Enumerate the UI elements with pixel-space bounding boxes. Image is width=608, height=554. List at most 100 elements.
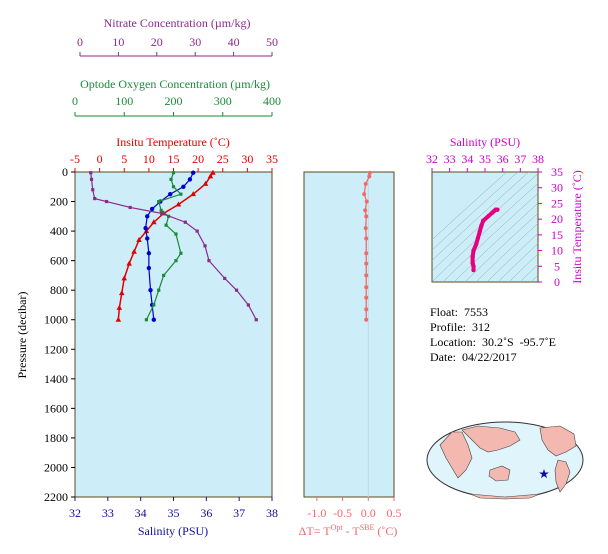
pressure-axis-tick-label: 1400 bbox=[44, 372, 68, 386]
salinity-point bbox=[149, 206, 155, 212]
nitrate-point bbox=[234, 288, 239, 292]
salinity-axis-tick-label: 33 bbox=[102, 506, 114, 520]
ts-temperature-tick-label: 35 bbox=[551, 165, 563, 179]
delta-t-series-line bbox=[363, 172, 371, 320]
oxygen-axis-label: Optode Oxygen Concentration (µm/kg) bbox=[80, 77, 270, 91]
delta-t-point bbox=[364, 307, 369, 312]
nitrate-point bbox=[89, 177, 94, 181]
ts-density-contour bbox=[475, 222, 538, 282]
optode-point bbox=[179, 192, 183, 196]
oxygen-axis-tick-label: 0 bbox=[72, 94, 78, 108]
ts-temperature-tick-label: 25 bbox=[551, 196, 563, 210]
nitrate-point bbox=[89, 171, 93, 175]
optode-point bbox=[169, 177, 173, 181]
optode-point bbox=[159, 208, 163, 213]
pressure-axis-tick-label: 600 bbox=[50, 254, 68, 268]
delta-t-point bbox=[364, 251, 369, 256]
salinity-axis-tick-label: 37 bbox=[233, 506, 245, 520]
salinity-axis-tick-label: 36 bbox=[200, 506, 212, 520]
salinity-point bbox=[145, 214, 150, 219]
insitu-point bbox=[121, 275, 128, 281]
salinity-point bbox=[148, 287, 153, 293]
nitrate-axis-tick-label: 20 bbox=[151, 35, 163, 49]
insitu-point bbox=[207, 173, 214, 179]
temperature-axis-tick-label: -5 bbox=[70, 152, 80, 166]
salinity-point bbox=[143, 225, 148, 231]
insitu-point bbox=[151, 219, 157, 225]
optode-point bbox=[171, 171, 176, 175]
ts-point bbox=[473, 242, 479, 247]
salinity-point bbox=[187, 177, 193, 182]
ts-temperature-tick-label: 30 bbox=[551, 181, 563, 195]
nitrate-point bbox=[91, 188, 95, 192]
salinity-axis-tick-label: 34 bbox=[135, 506, 147, 520]
temperature-axis-tick-label: 25 bbox=[217, 152, 229, 166]
pressure-axis-tick-label: 400 bbox=[50, 224, 68, 238]
temperature-axis-label: Insitu Temperature (˚C) bbox=[116, 135, 230, 149]
temperature-axis-tick-label: 20 bbox=[192, 152, 204, 166]
salinity-point bbox=[146, 265, 152, 271]
ts-plot-panel bbox=[431, 171, 539, 283]
ts-point bbox=[470, 260, 475, 266]
salinity-point bbox=[145, 236, 150, 241]
pressure-axis-tick-label: 1200 bbox=[44, 342, 68, 356]
delta-t-point bbox=[364, 261, 369, 266]
ts-salinity-tick-label: 36 bbox=[497, 152, 509, 166]
oxygen-axis: Optode Oxygen Concentration (µm/kg) 0 100… bbox=[72, 77, 281, 117]
salinity-series-line bbox=[144, 172, 194, 320]
salinity-point bbox=[146, 251, 152, 256]
delta-t-axis-tick-label: 0.0 bbox=[361, 506, 376, 520]
pressure-axis-tick-label: 200 bbox=[50, 195, 68, 209]
ts-temperature-tick-label: 5 bbox=[554, 259, 560, 273]
pressure-axis-tick-label: 1600 bbox=[44, 401, 68, 415]
optode-point bbox=[174, 259, 178, 263]
ts-point bbox=[481, 218, 486, 223]
optode-point bbox=[144, 318, 149, 322]
ts-salinity-tick-label: 34 bbox=[461, 152, 473, 166]
nitrate-axis-tick-label: 50 bbox=[266, 35, 278, 49]
pressure-axis-tick-label: 1800 bbox=[44, 431, 68, 445]
optode-point bbox=[174, 232, 178, 236]
optode-point bbox=[179, 251, 183, 255]
delta-t-point bbox=[364, 214, 369, 219]
ts-density-contour bbox=[519, 264, 538, 282]
nitrate-axis-tick-label: 40 bbox=[228, 35, 240, 49]
insitu-point bbox=[210, 169, 216, 175]
ts-point bbox=[479, 223, 484, 228]
optode-point bbox=[162, 273, 166, 278]
delta-t-point bbox=[364, 236, 369, 241]
ts-density-contour bbox=[432, 172, 530, 261]
ts-salinity-tick-label: 37 bbox=[514, 152, 526, 166]
salinity-axis-tick-label: 38 bbox=[266, 506, 278, 520]
float-location: Location: 30.2˚S -95.7˚E bbox=[430, 335, 556, 349]
oxygen-axis-tick-label: 100 bbox=[115, 94, 133, 108]
salinity-point bbox=[168, 191, 173, 197]
pressure-axis-tick-label: 0 bbox=[62, 165, 68, 179]
optode-point bbox=[164, 223, 168, 227]
nitrate-axis-tick-label: 10 bbox=[112, 35, 124, 49]
salinity-axis-tick-label: 35 bbox=[168, 506, 180, 520]
temperature-axis-tick-label: 35 bbox=[266, 152, 278, 166]
nitrate-point bbox=[254, 318, 258, 322]
nitrate-point bbox=[207, 259, 211, 263]
ts-point bbox=[470, 254, 475, 260]
profile-date: Date: 04/22/2017 bbox=[430, 350, 517, 364]
nitrate-point bbox=[160, 211, 164, 215]
nitrate-point bbox=[246, 303, 250, 307]
delta-t-point bbox=[364, 273, 369, 278]
float-id: Float: 7553 bbox=[430, 305, 489, 319]
temperature-axis-tick-label: 15 bbox=[168, 152, 180, 166]
optode-point bbox=[157, 288, 161, 292]
nitrate-point bbox=[93, 196, 97, 201]
ts-density-contour bbox=[486, 233, 538, 282]
insitu-point bbox=[115, 316, 122, 322]
ts-density-contour bbox=[432, 172, 508, 241]
ts-salinity-axis-label: Salinity (PSU) bbox=[450, 135, 520, 149]
oxygen-axis-tick-label: 200 bbox=[165, 94, 183, 108]
ts-density-contour bbox=[432, 183, 538, 282]
pressure-axis-tick-label: 800 bbox=[50, 283, 68, 297]
delta-t-point bbox=[364, 285, 369, 290]
salinity-axis-tick-label: 32 bbox=[69, 506, 81, 520]
ts-density-contour bbox=[442, 192, 538, 282]
